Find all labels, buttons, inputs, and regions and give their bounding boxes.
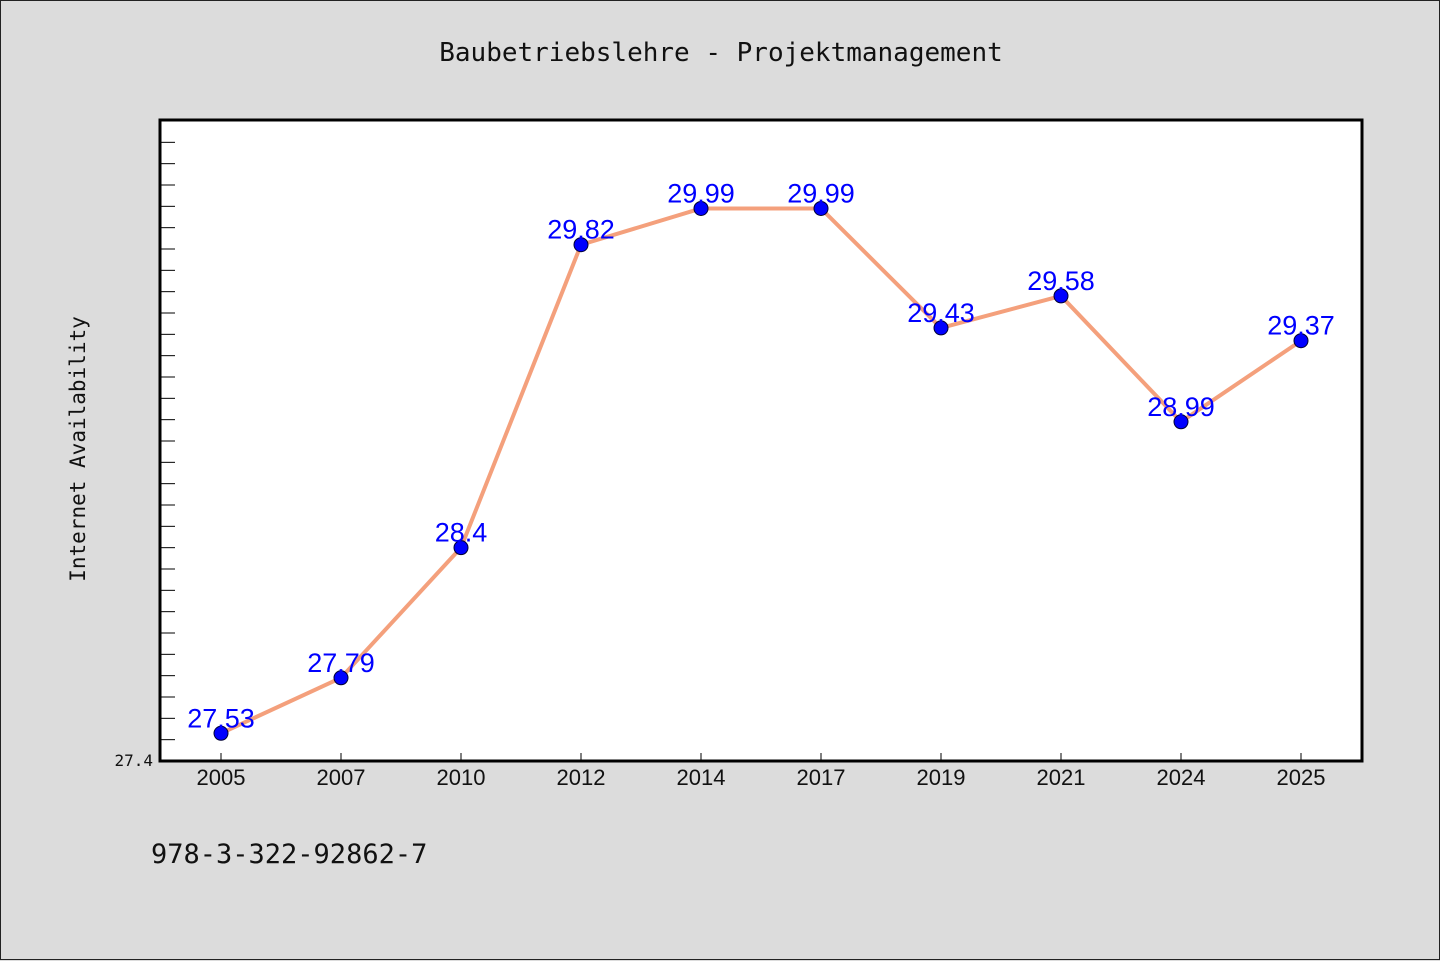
- x-tick-label: 2021: [1037, 765, 1086, 790]
- data-point: [213, 725, 229, 741]
- data-label: 28.4: [435, 518, 488, 548]
- x-tick-label: 2019: [917, 765, 966, 790]
- data-label: 29.99: [787, 178, 855, 208]
- data-label: 27.53: [187, 703, 255, 733]
- series-line-group: [220, 206, 1303, 736]
- data-label: 28.99: [1147, 392, 1215, 422]
- data-point: [573, 237, 589, 253]
- chart-title: Baubetriebslehre - Projektmanagement: [439, 38, 1003, 68]
- data-point: [453, 540, 469, 556]
- data-label: 29.99: [667, 178, 735, 208]
- data-label: 29.82: [547, 215, 615, 245]
- x-tick-label: 2007: [317, 765, 366, 790]
- data-label: 27.79: [307, 648, 375, 678]
- data-label: 29.37: [1267, 311, 1335, 341]
- x-tick-label: 2005: [197, 765, 246, 790]
- footer-id-text: 978-3-322-92862-7: [151, 839, 427, 870]
- x-tick-label: 2012: [557, 765, 606, 790]
- data-point: [813, 200, 829, 216]
- x-axis-ticks: 2005 2007 2010 2012 2014 2017 2019 2021 2024 2025: [197, 753, 1326, 790]
- y-axis-label: Internet Availability: [66, 316, 90, 582]
- data-point: [333, 670, 349, 686]
- data-point: [1053, 288, 1069, 304]
- data-labels: 27.53 27.79 28.4 29.82 29.99 29.99 29.43 29.58 2…: [187, 178, 1335, 733]
- data-point: [933, 320, 949, 336]
- series-markers: [213, 200, 1309, 741]
- data-point: [1173, 414, 1189, 430]
- y-axis-ticks: 27.4: [114, 120, 175, 770]
- data-label: 29.58: [1027, 266, 1095, 296]
- series-line: [220, 206, 1303, 736]
- x-tick-label: 2010: [437, 765, 486, 790]
- x-tick-label: 2024: [1157, 765, 1206, 790]
- x-tick-label: 2014: [677, 765, 726, 790]
- y-tick-label: 27.4: [114, 751, 153, 770]
- data-point: [693, 200, 709, 216]
- data-label: 29.43: [907, 298, 975, 328]
- data-point: [1293, 333, 1309, 349]
- x-tick-label: 2017: [797, 765, 846, 790]
- x-tick-label: 2025: [1277, 765, 1326, 790]
